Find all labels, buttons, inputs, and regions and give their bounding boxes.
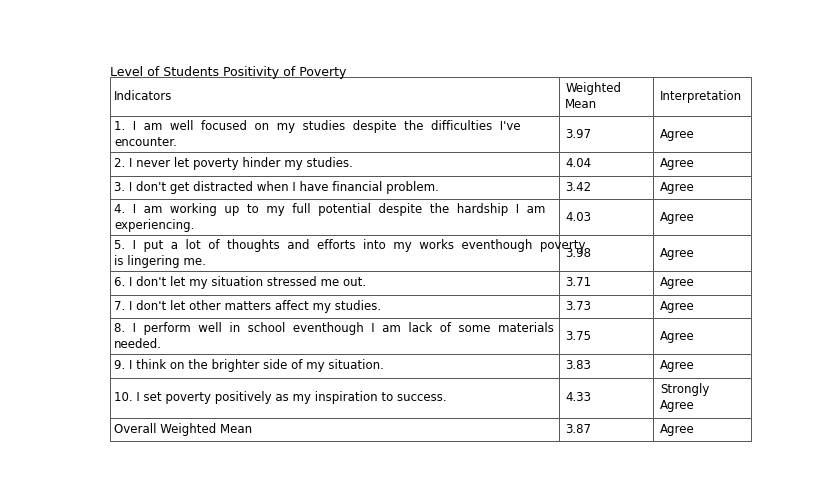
Bar bbox=[559, 294, 654, 318]
Text: Agree: Agree bbox=[660, 300, 695, 313]
Bar bbox=[110, 199, 559, 235]
Text: Overall Weighted Mean: Overall Weighted Mean bbox=[114, 423, 252, 436]
Text: Agree: Agree bbox=[660, 127, 695, 141]
Bar bbox=[110, 318, 559, 354]
Bar bbox=[654, 117, 751, 152]
Text: Agree: Agree bbox=[660, 211, 695, 224]
Text: 10. I set poverty positively as my inspiration to success.: 10. I set poverty positively as my inspi… bbox=[114, 391, 447, 404]
Bar bbox=[654, 199, 751, 235]
Text: Agree: Agree bbox=[660, 423, 695, 436]
Text: 9. I think on the brighter side of my situation.: 9. I think on the brighter side of my si… bbox=[114, 359, 384, 372]
Bar bbox=[559, 418, 654, 441]
Bar bbox=[559, 117, 654, 152]
Bar bbox=[110, 294, 559, 318]
Text: Agree: Agree bbox=[660, 330, 695, 343]
Bar bbox=[654, 176, 751, 199]
Bar bbox=[654, 294, 751, 318]
Bar bbox=[654, 377, 751, 418]
Bar bbox=[110, 271, 559, 294]
Text: 3.75: 3.75 bbox=[565, 330, 591, 343]
Text: Level of Students Positivity of Poverty: Level of Students Positivity of Poverty bbox=[110, 66, 347, 79]
Text: 6. I don't let my situation stressed me out.: 6. I don't let my situation stressed me … bbox=[114, 276, 366, 289]
Text: 5.  I  put  a  lot  of  thoughts  and  efforts  into  my  works  eventhough  pov: 5. I put a lot of thoughts and efforts i… bbox=[114, 239, 585, 267]
Bar bbox=[110, 176, 559, 199]
Text: 4.03: 4.03 bbox=[565, 211, 591, 224]
Bar bbox=[110, 354, 559, 377]
Bar bbox=[559, 354, 654, 377]
Text: Agree: Agree bbox=[660, 276, 695, 289]
Text: Indicators: Indicators bbox=[114, 90, 172, 103]
Text: 3. I don't get distracted when I have financial problem.: 3. I don't get distracted when I have fi… bbox=[114, 181, 439, 194]
Text: 3.71: 3.71 bbox=[565, 276, 591, 289]
Text: 7. I don't let other matters affect my studies.: 7. I don't let other matters affect my s… bbox=[114, 300, 381, 313]
Text: Weighted
Mean: Weighted Mean bbox=[565, 82, 621, 111]
Text: Interpretation: Interpretation bbox=[660, 90, 742, 103]
Bar bbox=[110, 77, 559, 117]
Text: 3.42: 3.42 bbox=[565, 181, 591, 194]
Bar bbox=[110, 152, 559, 176]
Bar bbox=[110, 117, 559, 152]
Bar bbox=[559, 235, 654, 271]
Bar bbox=[559, 377, 654, 418]
Text: 3.98: 3.98 bbox=[565, 247, 591, 259]
Bar bbox=[654, 77, 751, 117]
Bar bbox=[559, 152, 654, 176]
Bar bbox=[654, 354, 751, 377]
Text: 3.73: 3.73 bbox=[565, 300, 591, 313]
Text: Agree: Agree bbox=[660, 359, 695, 372]
Text: Agree: Agree bbox=[660, 157, 695, 170]
Bar bbox=[559, 199, 654, 235]
Bar bbox=[559, 77, 654, 117]
Text: 4.04: 4.04 bbox=[565, 157, 591, 170]
Text: 2. I never let poverty hinder my studies.: 2. I never let poverty hinder my studies… bbox=[114, 157, 353, 170]
Bar bbox=[654, 418, 751, 441]
Bar bbox=[559, 271, 654, 294]
Bar bbox=[110, 235, 559, 271]
Text: 4.33: 4.33 bbox=[565, 391, 591, 404]
Text: 4.  I  am  working  up  to  my  full  potential  despite  the  hardship  I  am
e: 4. I am working up to my full potential … bbox=[114, 203, 545, 232]
Text: 3.97: 3.97 bbox=[565, 127, 591, 141]
Text: Agree: Agree bbox=[660, 247, 695, 259]
Bar bbox=[654, 235, 751, 271]
Bar bbox=[110, 418, 559, 441]
Text: Agree: Agree bbox=[660, 181, 695, 194]
Bar bbox=[110, 377, 559, 418]
Text: 3.87: 3.87 bbox=[565, 423, 591, 436]
Text: Strongly
Agree: Strongly Agree bbox=[660, 383, 709, 412]
Bar bbox=[559, 176, 654, 199]
Text: 1.  I  am  well  focused  on  my  studies  despite  the  difficulties  I've
enco: 1. I am well focused on my studies despi… bbox=[114, 120, 521, 149]
Bar bbox=[654, 152, 751, 176]
Bar bbox=[559, 318, 654, 354]
Bar bbox=[654, 318, 751, 354]
Text: 3.83: 3.83 bbox=[565, 359, 591, 372]
Text: 8.  I  perform  well  in  school  eventhough  I  am  lack  of  some  materials
n: 8. I perform well in school eventhough I… bbox=[114, 322, 554, 351]
Bar bbox=[654, 271, 751, 294]
